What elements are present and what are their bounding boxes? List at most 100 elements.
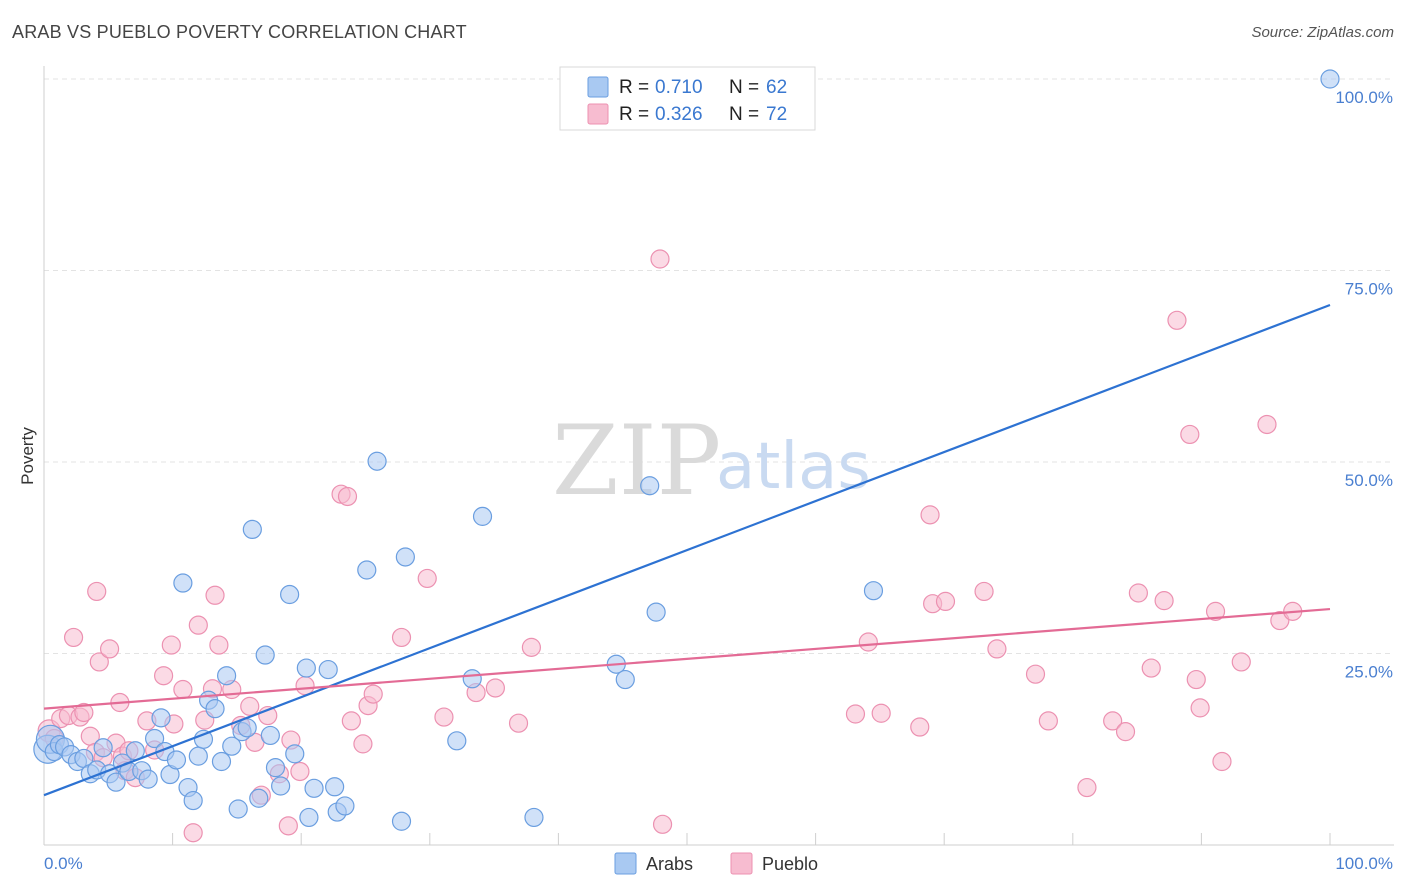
arabs-point — [166, 750, 187, 770]
pueblo-point — [74, 702, 94, 723]
arabs-point — [472, 506, 493, 526]
watermark: ZIP atlas — [552, 405, 871, 517]
pueblo-point — [485, 678, 505, 698]
arabs-point — [271, 776, 291, 796]
arabs-point — [193, 729, 214, 749]
pueblo-point — [391, 627, 412, 648]
legend-swatch-arabs — [587, 76, 609, 98]
pueblo-point — [1077, 777, 1097, 798]
arabs-point — [138, 769, 158, 789]
watermark-zip: ZIP — [552, 405, 721, 517]
y-axis-label: Poverty — [18, 427, 37, 485]
pueblo-point — [845, 704, 866, 724]
arabs-point — [222, 736, 242, 756]
arabs-point — [205, 699, 225, 719]
arabs-point — [217, 666, 237, 686]
pueblo-point — [1128, 583, 1148, 603]
pueblo-point — [1115, 722, 1136, 742]
pueblo-point — [337, 486, 358, 507]
bottom-legend: Arabs Pueblo — [614, 852, 818, 875]
arabs-point — [237, 718, 257, 738]
arabs-point — [211, 751, 232, 772]
pueblo-point — [341, 711, 361, 731]
bottom-legend-pueblo: Pueblo — [762, 854, 818, 874]
pueblo-point — [1154, 591, 1174, 611]
arabs-point — [863, 581, 884, 601]
pueblo-point — [935, 591, 956, 612]
pueblo-point — [173, 679, 193, 700]
pueblo-point — [508, 713, 529, 733]
arabs-point — [260, 725, 280, 746]
pueblo-point — [1231, 652, 1251, 672]
y-axis-tick-labels: 25.0% 50.0% 75.0% 100.0% — [1335, 88, 1393, 682]
pueblo-point — [1167, 310, 1187, 330]
x-axis-ticks — [172, 833, 1331, 845]
legend-swatch-pueblo — [587, 103, 609, 125]
pueblo-point — [652, 814, 673, 834]
arabs-point — [188, 746, 208, 766]
arabs-point — [335, 796, 355, 816]
legend-r-value-arabs: 0.710 — [655, 77, 703, 98]
pueblo-point — [153, 666, 174, 686]
pueblo-point — [434, 707, 454, 727]
trend-lines — [43, 303, 1331, 797]
x-tick-label: 0.0% — [44, 854, 83, 873]
pueblo-point — [161, 635, 181, 655]
arabs-point — [173, 573, 193, 593]
pueblo-point — [188, 615, 208, 635]
y-tick-label: 50.0% — [1345, 471, 1393, 490]
arabs-point — [265, 758, 286, 778]
pueblo-point — [183, 823, 203, 843]
arabs-point — [93, 738, 113, 758]
x-tick-label: 100.0% — [1335, 854, 1393, 873]
arabs-point — [296, 658, 316, 678]
pueblo-point — [417, 568, 437, 589]
pueblo-point — [987, 639, 1007, 659]
pueblo-point — [858, 632, 878, 652]
watermark-atlas: atlas — [716, 430, 871, 504]
pueblo-point — [974, 581, 994, 602]
arabs-point — [151, 708, 171, 728]
arabs-point — [391, 811, 412, 831]
source-label: Source: ZipAtlas.com — [1251, 24, 1394, 41]
arabs-trend-line — [43, 303, 1331, 797]
legend-n-label-pueblo: N = — [729, 104, 759, 125]
pueblo-point — [1205, 601, 1226, 621]
pueblo-point — [209, 635, 229, 655]
arabs-point — [280, 584, 300, 605]
pueblo-point — [1038, 711, 1058, 731]
x-axis-tick-labels: 0.0% 100.0% — [44, 854, 1393, 873]
legend-n-label-arabs: N = — [729, 77, 759, 98]
pueblo-point — [87, 581, 107, 602]
arabs-point — [285, 744, 305, 764]
arabs-point — [299, 807, 319, 828]
pueblo-point — [363, 684, 383, 704]
arabs-point — [228, 799, 248, 819]
grid-lines — [44, 78, 1394, 654]
arabs-point — [447, 731, 467, 751]
arabs-point — [395, 547, 415, 567]
pueblo-point — [1186, 669, 1206, 690]
pueblo-point — [1180, 424, 1200, 445]
arabs-point — [524, 807, 544, 828]
legend-box: R = 0.710 N = 62 R = 0.326 N = 72 — [559, 66, 816, 131]
legend-r-label-arabs: R = — [619, 77, 649, 98]
pueblo-point — [521, 637, 541, 657]
bottom-legend-arabs: Arabs — [646, 854, 693, 874]
pueblo-point — [871, 703, 891, 723]
arabs-point — [646, 602, 666, 622]
y-tick-label: 100.0% — [1335, 88, 1393, 107]
bottom-legend-swatch-pueblo — [730, 852, 753, 875]
arabs-point — [242, 519, 262, 540]
bottom-legend-swatch-arabs — [614, 852, 637, 875]
pueblo-point — [353, 734, 373, 754]
chart-title: ARAB VS PUEBLO POVERTY CORRELATION CHART — [12, 22, 467, 42]
legend-n-value-pueblo: 72 — [766, 104, 787, 125]
y-tick-label: 25.0% — [1345, 663, 1393, 682]
pueblo-point — [1103, 711, 1123, 731]
pueblo-point — [295, 676, 315, 696]
arabs-point — [615, 669, 635, 690]
arabs-point — [1320, 69, 1340, 89]
pueblo-point — [1257, 414, 1277, 435]
